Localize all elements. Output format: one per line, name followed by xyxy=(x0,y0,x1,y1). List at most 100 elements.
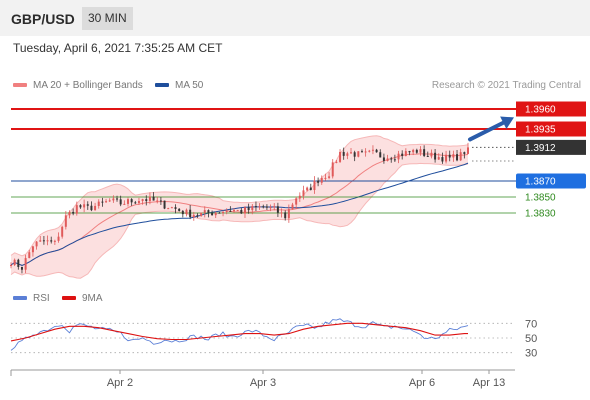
candle-body xyxy=(170,207,173,209)
last-price-label: 1.3912 xyxy=(525,143,556,154)
candle-body xyxy=(265,206,268,208)
currency-pair-title: GBP/USD xyxy=(11,11,75,27)
candle-body xyxy=(159,200,162,202)
candle-body xyxy=(434,152,437,160)
candle-body xyxy=(57,236,60,241)
candle-body xyxy=(390,158,393,160)
candle-body xyxy=(42,240,45,242)
candle-body xyxy=(28,252,31,259)
candle-body xyxy=(317,180,320,183)
candle-body xyxy=(68,211,71,216)
timeframe-badge[interactable]: 30 MIN xyxy=(82,7,133,30)
candle-body xyxy=(17,259,20,267)
legend-rsi-label: RSI xyxy=(33,293,50,304)
candle-body xyxy=(148,196,151,202)
candle-body xyxy=(53,240,56,242)
candle-body xyxy=(50,240,53,242)
research-credit: Research © 2021 Trading Central xyxy=(431,80,581,91)
candle-body xyxy=(302,190,305,196)
candle-body xyxy=(423,149,426,156)
candle-body xyxy=(364,151,367,153)
candle-body xyxy=(101,201,104,203)
last-price-label-box xyxy=(516,139,586,155)
ma50-line xyxy=(10,162,469,266)
level-pivot-1.3870: 1.3870 xyxy=(11,173,586,189)
legend-9ma-swatch xyxy=(62,296,76,301)
candle-body xyxy=(200,212,203,216)
candle-body xyxy=(156,200,159,202)
legend-9ma-label: 9MA xyxy=(82,293,103,304)
legend-ma20-swatch xyxy=(13,83,27,88)
candle-body xyxy=(401,153,404,156)
candle-body xyxy=(83,204,86,208)
candle-body xyxy=(72,211,75,214)
candle-body xyxy=(79,205,82,208)
candle-body xyxy=(126,199,129,204)
candle-body xyxy=(174,207,177,209)
legend-ma20: MA 20 + Bollinger Bands xyxy=(13,80,143,91)
candle-body xyxy=(320,178,323,183)
candle-body xyxy=(240,209,243,214)
candle-body xyxy=(185,209,188,215)
candle-body xyxy=(360,151,363,153)
candle-body xyxy=(64,215,67,227)
candle-body xyxy=(225,210,228,212)
candle-body xyxy=(119,199,122,205)
candle-body xyxy=(137,201,140,203)
candle-body xyxy=(426,155,429,157)
bollinger-lower-line xyxy=(10,162,469,279)
candle-body xyxy=(415,149,418,153)
support-label: 1.3850 xyxy=(525,193,556,204)
candle-body xyxy=(189,209,192,218)
candle-body xyxy=(339,151,342,162)
candle-body xyxy=(254,206,257,208)
candle-body xyxy=(90,205,93,211)
candle-body xyxy=(445,154,448,162)
candle-body xyxy=(233,210,236,212)
candle-body xyxy=(24,258,27,270)
candle-body xyxy=(207,210,210,213)
candle-body xyxy=(342,151,345,156)
candle-body xyxy=(203,210,206,213)
candle-body xyxy=(211,212,214,216)
candles-group xyxy=(10,142,469,274)
level-support-1.3850: 1.3850 xyxy=(11,193,556,204)
x-tick-label: Apr 2 xyxy=(107,377,133,389)
candle-body xyxy=(236,209,239,211)
candle-body xyxy=(459,152,462,161)
candle-body xyxy=(258,206,261,208)
rsi-tick-label: 50 xyxy=(525,333,537,345)
candle-body xyxy=(346,153,349,156)
candle-body xyxy=(13,259,16,265)
candle-body xyxy=(130,199,133,203)
level-support-1.3830: 1.3830 xyxy=(11,209,556,220)
candle-body xyxy=(298,195,301,199)
candle-body xyxy=(97,201,100,206)
candle-body xyxy=(10,264,12,266)
candle-body xyxy=(181,210,184,215)
candle-body xyxy=(295,198,298,205)
candle-body xyxy=(61,226,64,237)
candle-body xyxy=(94,205,97,211)
resistance-label: 1.3935 xyxy=(525,125,556,136)
x-tick-label: Apr 3 xyxy=(250,377,276,389)
candle-body xyxy=(178,208,181,211)
candle-body xyxy=(452,154,455,158)
candle-body xyxy=(39,240,42,242)
candle-body xyxy=(412,149,415,153)
candle-body xyxy=(382,157,385,161)
candle-body xyxy=(331,162,334,177)
candle-body xyxy=(350,152,353,154)
candle-body xyxy=(309,187,312,190)
candle-body xyxy=(306,187,309,191)
candle-body xyxy=(105,201,108,203)
candle-body xyxy=(291,204,294,210)
rsi-9ma-line xyxy=(10,322,468,342)
legend-ma50: MA 50 xyxy=(155,80,203,91)
candle-body xyxy=(86,204,89,206)
forecast-arrow-head xyxy=(500,116,514,130)
candle-body xyxy=(251,206,254,211)
candle-body xyxy=(419,149,422,153)
candle-body xyxy=(276,206,279,213)
